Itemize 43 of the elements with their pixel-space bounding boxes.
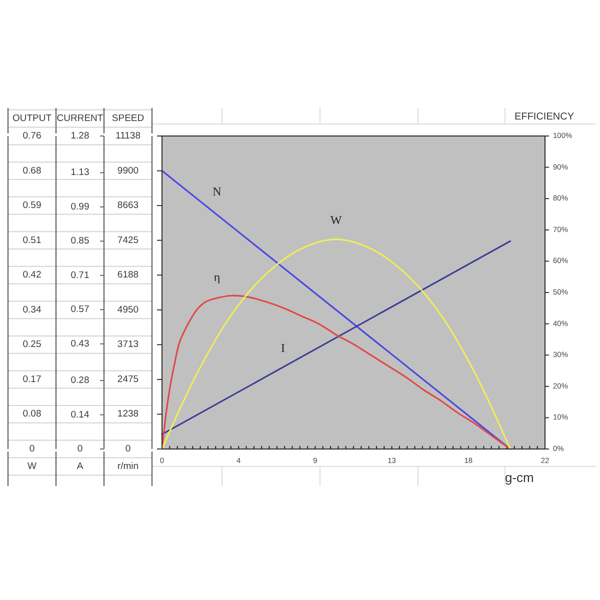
y-tick-label: 3713 [117,339,139,350]
text: 0.25 [22,339,42,350]
text: 0 [29,444,35,455]
text: 0.68 [22,165,42,176]
y3-tick-label: 0.99 [70,201,90,212]
y3-tick-label: 0 [77,444,83,455]
y-tick-label: 7425 [117,234,139,246]
y-tick-label: 2475 [117,374,139,385]
y3-tick-label: 0.57 [70,304,90,316]
y3-tick-label: 1.28 [70,130,90,142]
line-series [161,294,511,450]
y2-axis-title: EFFICIENCY [514,111,574,122]
y-tick-label: 6188 [117,270,139,281]
y3-tick-label: 0.71 [70,270,90,281]
text: A [76,460,84,472]
y-tick-label: 4950 [117,304,139,316]
text: 0.59 [22,200,42,212]
y-tick-label: 11138 [115,130,141,142]
text: 0.34 [22,304,42,316]
y3-axis-title: CURRENT [56,113,104,124]
y-tick-label: 9900 [117,165,139,176]
y3-tick-label: 0.85 [70,236,90,247]
y-tick-label: 0 [125,444,131,455]
y3-tick-label: 0.14 [70,409,90,420]
text: 0.42 [22,270,42,281]
x-axis-title: g-cm [505,470,534,485]
text: r/min [117,460,139,472]
text: OUTPUT [12,113,52,124]
text: 0.17 [22,374,42,385]
series-label: W [330,213,342,228]
y-axis-title: SPEED [112,113,144,124]
series-label: N [212,184,222,198]
series-label: η [214,270,220,284]
text: 0.76 [22,130,42,142]
y3-tick-label: 0.43 [70,338,90,350]
text: 0.51 [22,234,42,246]
text: W [28,460,37,472]
y-tick-label: 1238 [117,408,139,420]
text: 0.08 [22,408,42,420]
y3-tick-label: 1.13 [70,167,90,178]
y-tick-label: 8663 [117,200,139,212]
y3-tick-label: 0.28 [70,375,90,386]
series-label: I [281,340,286,355]
